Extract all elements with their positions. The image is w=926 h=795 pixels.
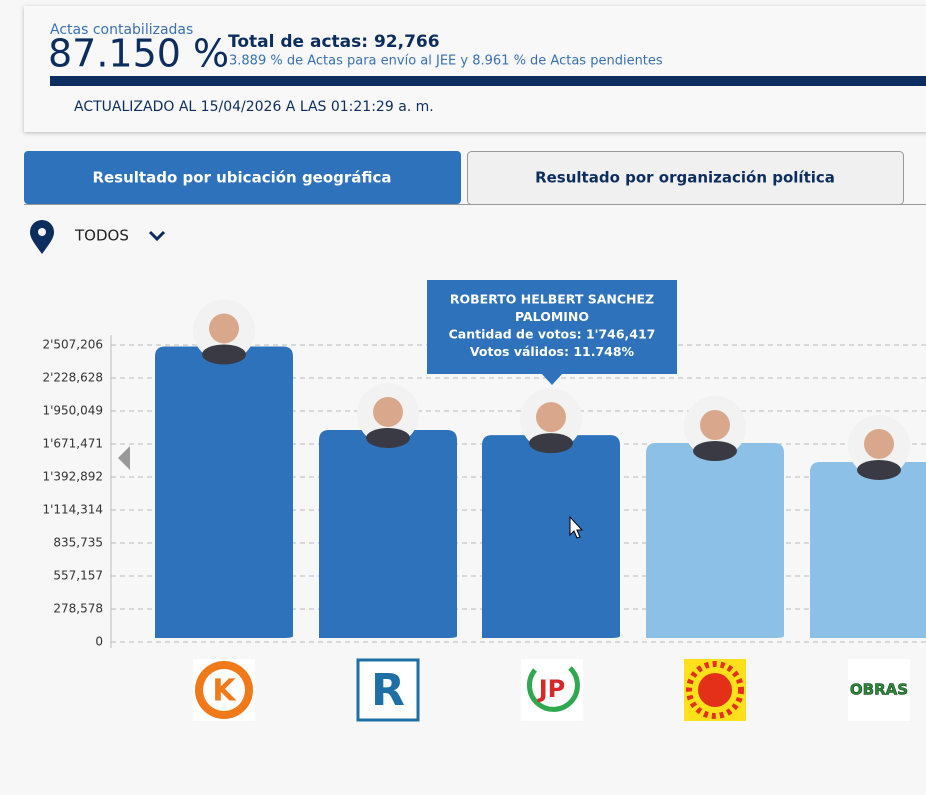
photo-face [373, 396, 403, 427]
scroll-left[interactable] [118, 446, 130, 470]
logo-jp-arc [526, 666, 580, 712]
tooltip-text: ROBERTO HELBERT SANCHEZ [450, 292, 654, 307]
actas-percent: 87.150 % [48, 32, 229, 76]
progress-bar [50, 76, 926, 86]
logo-bg [848, 659, 910, 721]
tooltip-text: Cantidad de votos: 1'746,417 [449, 327, 656, 342]
photo-body [202, 344, 246, 365]
tooltip-text: Votos válidos: 11.748% [470, 344, 635, 359]
logo-text: R [371, 665, 405, 716]
updated: ACTUALIZADO AL 15/04/2026 A LAS 01:21:29… [74, 99, 434, 115]
logo-r [356, 658, 420, 722]
y-tick-label: 557,157 [53, 568, 103, 582]
y-tick-label: 278,578 [53, 601, 103, 615]
logo-text: OBRAS [850, 681, 908, 699]
total-actas: Total de actas: 92,766 [228, 32, 440, 52]
chevron[interactable] [148, 230, 166, 242]
y-tick-label: 1'671,471 [42, 436, 103, 450]
actas-detail: 3.889 % de Actas para envío al JEE y 8.9… [229, 54, 663, 69]
logo-sun-face [698, 673, 732, 707]
filter-label[interactable]: TODOS [74, 227, 129, 245]
bar [646, 442, 784, 638]
photo-face [536, 402, 566, 433]
photo-face [864, 428, 894, 459]
y-tick-label: 0 [95, 635, 103, 649]
tooltip-arrow [541, 373, 563, 385]
y-tick-label: 1'114,314 [42, 502, 103, 516]
logo-text: K [212, 674, 237, 709]
bar [155, 346, 293, 638]
pin-hole [38, 228, 46, 236]
bar [810, 461, 926, 638]
y-tick-label: 1'392,892 [42, 469, 103, 483]
pin-icon [30, 220, 54, 254]
tooltip [427, 280, 677, 374]
photo-face [700, 409, 730, 440]
photo-body [693, 440, 737, 461]
y-tick-label: 2'228,628 [42, 370, 103, 384]
y-tick-label: 1'950,049 [42, 403, 103, 417]
bar [482, 435, 620, 638]
cursor [569, 515, 584, 539]
tab-active[interactable] [24, 151, 461, 204]
bar [319, 429, 457, 638]
logo-k-inner [203, 669, 245, 711]
header-card [24, 6, 926, 132]
photo-body [529, 433, 573, 454]
photo-face [209, 313, 239, 344]
photo-body [857, 459, 901, 480]
y-tick-label: 835,735 [53, 535, 103, 549]
tab-label[interactable]: Resultado por organización política [535, 169, 835, 187]
tab-label[interactable]: Resultado por ubicación geográfica [92, 169, 391, 187]
photo-body [366, 427, 410, 448]
actas-label: Actas contabilizadas [50, 22, 193, 38]
logo-sun-rays [686, 661, 744, 719]
logo-text: JP [537, 675, 566, 703]
tooltip-text: PALOMINO [515, 309, 589, 324]
y-tick-label: 2'507,206 [42, 337, 103, 351]
